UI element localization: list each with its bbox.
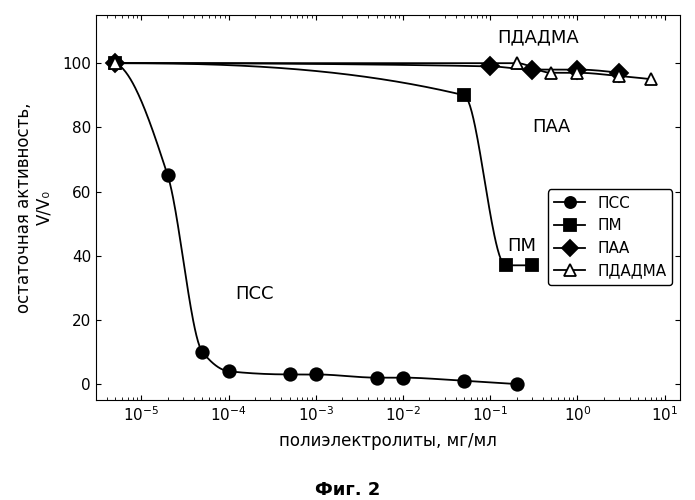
ПСС — [111, 60, 120, 66]
Line: ПМ: ПМ — [109, 57, 538, 272]
ПДАДМА — [615, 73, 623, 79]
X-axis label: полиэлектролиты, мг/мл: полиэлектролиты, мг/мл — [279, 432, 497, 450]
ПСС — [460, 378, 468, 384]
ПАА — [528, 66, 536, 72]
ПСС — [373, 374, 381, 380]
Y-axis label: остаточная активность,
V/V₀: остаточная активность, V/V₀ — [15, 102, 54, 313]
ПМ — [460, 92, 468, 98]
ПСС — [163, 172, 172, 178]
ПМ — [111, 60, 120, 66]
ПСС — [311, 372, 320, 378]
ПДАДМА — [647, 76, 655, 82]
ПМ — [528, 262, 536, 268]
ПДАДМА — [111, 60, 120, 66]
ПАА — [615, 70, 623, 76]
ПСС — [198, 349, 206, 355]
ПСС — [286, 372, 294, 378]
Text: ПАА: ПАА — [532, 118, 571, 136]
Text: ПДАДМА: ПДАДМА — [497, 28, 578, 46]
Text: ПСС: ПСС — [236, 285, 274, 303]
Line: ПАА: ПАА — [109, 57, 626, 79]
ПАА — [573, 66, 582, 72]
ПСС — [224, 368, 233, 374]
ПСС — [399, 374, 407, 380]
ПАА — [111, 60, 120, 66]
ПСС — [512, 381, 521, 387]
ПДАДМА — [547, 70, 555, 76]
ПАА — [486, 64, 494, 70]
Text: Фиг. 2: Фиг. 2 — [315, 481, 380, 499]
Line: ПДАДМА: ПДАДМА — [109, 57, 657, 86]
Line: ПСС: ПСС — [109, 57, 523, 390]
ПДАДМА — [573, 70, 582, 76]
ПДАДМА — [512, 60, 521, 66]
Text: ПМ: ПМ — [507, 237, 537, 255]
ПМ — [501, 262, 509, 268]
Legend: ПСС, ПМ, ПАА, ПДАДМА: ПСС, ПМ, ПАА, ПДАДМА — [548, 190, 672, 284]
